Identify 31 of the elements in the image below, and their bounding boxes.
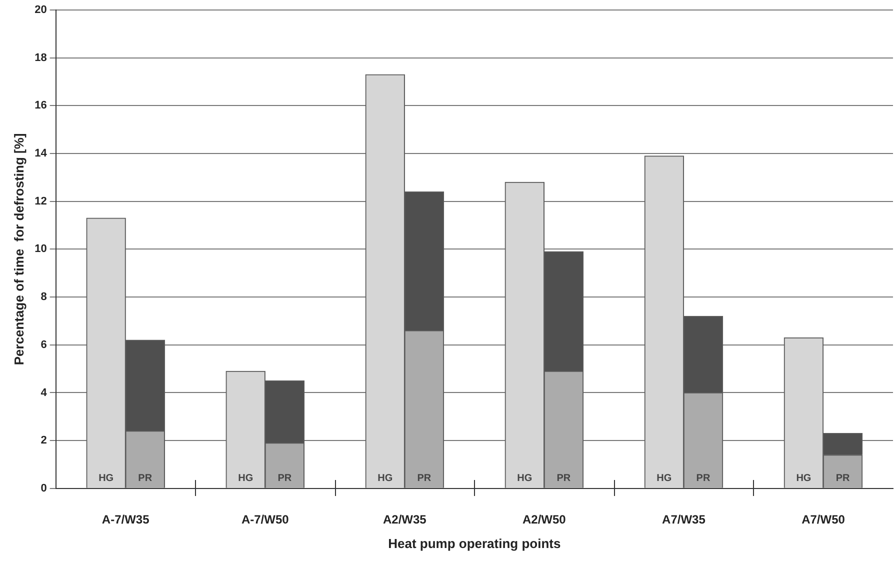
text: A7/W50 <box>802 512 846 527</box>
y-tick-label: 18 <box>34 52 47 64</box>
y-axis-title: Percentage of time for defrosting [%] <box>11 133 26 366</box>
y-tick-label: 8 <box>40 291 47 304</box>
y-tick-label: 12 <box>34 195 47 208</box>
y-tick-label: 6 <box>40 338 47 351</box>
x-tick-label: HG <box>238 473 254 484</box>
x-tick-label: HG <box>517 473 532 484</box>
x-tick-label: HG <box>98 473 114 484</box>
y-tick-label: 2 <box>40 434 47 447</box>
y-tick-label: 16 <box>34 100 47 112</box>
x-tick-label: PR <box>278 473 292 484</box>
x-tick-label: HG <box>656 473 672 484</box>
text: A7/W35 <box>662 512 706 527</box>
x-tick-label: PR <box>138 473 153 484</box>
y-tick-label: 4 <box>40 386 48 399</box>
y-tick-label: 14 <box>34 148 48 160</box>
x-tick-label: PR <box>556 473 572 484</box>
x-tick-label: PR <box>696 473 711 484</box>
x-axis-title: Heat pump operating points <box>388 536 561 551</box>
x-tick-label: HG <box>796 473 812 484</box>
text: A2/W35 <box>382 512 427 527</box>
y-tick-label: 0 <box>40 482 47 494</box>
text: A-7/W50 <box>241 512 290 527</box>
x-tick-label: PR <box>417 473 432 484</box>
text: A-7/W35 <box>102 512 150 527</box>
x-tick-label: HG <box>378 473 393 484</box>
x-tick-label: PR <box>836 473 850 484</box>
y-tick-label: 10 <box>34 243 47 256</box>
y-tick-label: 20 <box>34 4 47 16</box>
text: A2/W50 <box>522 512 566 527</box>
